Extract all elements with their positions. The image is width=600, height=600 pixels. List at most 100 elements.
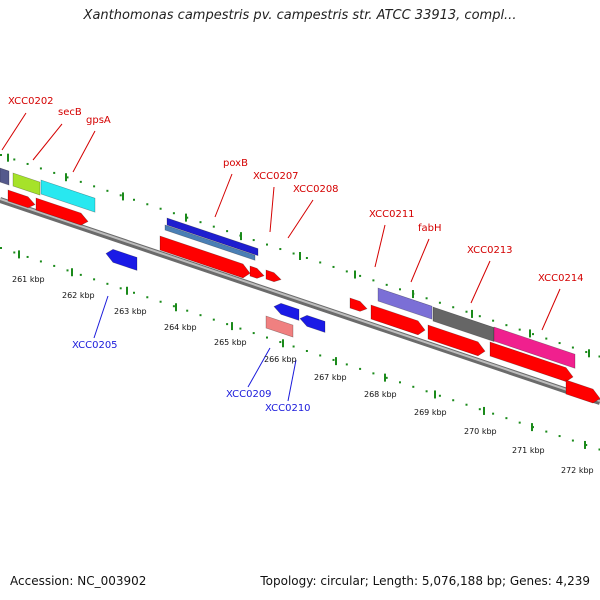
cds-arrow[interactable] — [35, 197, 89, 226]
gene-block-XCC0214[interactable] — [493, 326, 576, 369]
lower-ruler-dot — [93, 278, 96, 281]
cds-arrow[interactable] — [489, 341, 574, 382]
gene-label-XCC0211[interactable]: XCC0211 — [369, 209, 415, 220]
upper-ruler-dot — [518, 328, 521, 331]
upper-ruler-dot — [438, 301, 441, 304]
gene-label-XCC0205[interactable]: XCC0205 — [72, 340, 118, 351]
lower-ruler-dot — [186, 309, 189, 312]
cds-arrow[interactable] — [7, 189, 36, 209]
lower-ruler-dot — [39, 260, 42, 263]
lower-ruler-dot — [478, 408, 481, 411]
dotted-ruler-group — [0, 153, 600, 451]
gene-label-XCC0210[interactable]: XCC0210 — [265, 403, 311, 414]
reverse-gene-arrow[interactable] — [299, 315, 326, 333]
gene-label-poxB[interactable]: poxB — [223, 158, 248, 169]
cds-arrow[interactable] — [370, 304, 426, 336]
gene-label-XCC0202[interactable]: XCC0202 — [8, 96, 54, 107]
tick-label: 264 kbp — [164, 323, 197, 332]
upper-ruler-dot — [146, 203, 149, 206]
lower-ruler-dot — [438, 394, 441, 397]
lower-ruler-dot — [279, 341, 282, 344]
lower-ruler-dot — [558, 435, 561, 438]
reverse-gene-block-pink[interactable] — [265, 315, 294, 338]
cds-arrow[interactable] — [349, 297, 368, 312]
gene-block-XCC0213[interactable] — [432, 306, 495, 342]
lower-ruler-dot — [226, 323, 229, 326]
label-leader-line — [374, 224, 386, 268]
cds-arrow[interactable] — [427, 324, 486, 357]
upper-ruler-dot — [598, 355, 600, 358]
tick-label: 270 kbp — [464, 427, 497, 436]
upper-ruler-dot — [399, 288, 401, 291]
lower-ruler-dot — [172, 305, 175, 308]
tick-label: 261 kbp — [12, 275, 45, 284]
upper-ruler-dot — [106, 189, 109, 192]
gene-block-fabH[interactable] — [377, 287, 433, 320]
upper-ruler-dot — [465, 310, 468, 313]
tick-label: 271 kbp — [512, 446, 545, 455]
tick-labels-group: 261 kbp 262 kbp 263 kbp 264 kbp 265 kbp 266 k… — [12, 275, 594, 475]
upper-ruler-dot — [492, 319, 495, 322]
upper-ruler-dot — [452, 306, 455, 309]
lower-ruler-dot — [252, 332, 255, 335]
lower-ruler-dot — [598, 448, 600, 451]
lower-ruler-dot — [319, 354, 322, 357]
lower-ruler-dot — [412, 385, 415, 388]
lower-ruler-dot — [385, 376, 388, 379]
gene-block-secB[interactable] — [12, 172, 41, 196]
tick-label: 269 kbp — [414, 408, 447, 417]
label-lines-group — [1, 112, 561, 402]
lower-ruler-dot — [106, 282, 109, 285]
upper-ruler-dot — [345, 270, 348, 273]
lower-ruler-dot — [518, 421, 521, 424]
label-leader-line — [72, 130, 96, 173]
gene-label-fabH[interactable]: fabH — [418, 223, 442, 234]
tick-label: 265 kbp — [214, 338, 247, 347]
upper-ruler-dot — [558, 342, 561, 345]
upper-ruler-dot — [186, 216, 189, 219]
accession-text: Accession: NC_003902 — [10, 574, 147, 588]
upper-ruler-dot — [359, 274, 362, 277]
gene-label-XCC0207[interactable]: XCC0207 — [253, 171, 299, 182]
gene-label-XCC0214[interactable]: XCC0214 — [538, 273, 584, 284]
cds-arrow[interactable] — [249, 265, 265, 279]
upper-ruler-dot — [252, 239, 255, 242]
gene-label-gpsA[interactable]: gpsA — [86, 115, 111, 126]
cds-arrow[interactable] — [159, 235, 251, 279]
label-leader-line — [93, 295, 109, 339]
upper-ruler-dot — [93, 185, 96, 188]
upper-ruler-dot — [532, 333, 534, 336]
backbone-group — [0, 197, 600, 405]
gene-labels-group[interactable]: XCC0202 secB gpsA poxB XCC0207 XCC0208 XCC0211… — [8, 96, 584, 414]
tick-label: 263 kbp — [114, 307, 147, 316]
lower-ruler-dot — [146, 296, 149, 299]
reverse-gene-arrow[interactable] — [105, 249, 138, 271]
upper-ruler-dot — [53, 171, 56, 174]
cds-arrow[interactable] — [565, 379, 600, 404]
gene-block-poxB-sub[interactable] — [164, 224, 256, 261]
label-leader-line — [32, 123, 63, 161]
gene-block-gpsA[interactable] — [40, 179, 96, 213]
upper-ruler-dot — [292, 252, 295, 255]
label-leader-line — [410, 238, 430, 283]
label-leader-line — [287, 359, 297, 402]
page-title: Xanthomonas campestris pv. campestris st… — [83, 8, 517, 23]
gene-label-secB[interactable]: secB — [58, 107, 82, 118]
gene-block-poxB[interactable] — [166, 217, 259, 257]
gene-label-XCC0213[interactable]: XCC0213 — [467, 245, 513, 256]
tick-label: 272 kbp — [561, 466, 594, 475]
label-leader-line — [214, 173, 233, 218]
tick-label: 268 kbp — [364, 390, 397, 399]
gene-label-XCC0209[interactable]: XCC0209 — [226, 389, 272, 400]
lower-ruler-dot — [571, 439, 574, 442]
cds-arrow[interactable] — [265, 269, 282, 283]
upper-ruler-dot — [0, 154, 2, 156]
gene-block-purple[interactable] — [0, 167, 10, 186]
features-group[interactable] — [0, 167, 600, 404]
reverse-gene-arrow[interactable] — [273, 303, 300, 321]
gene-label-XCC0208[interactable]: XCC0208 — [293, 184, 339, 195]
upper-ruler-dot — [305, 256, 308, 259]
label-leader-line — [1, 112, 27, 151]
upper-ruler-dot — [172, 212, 175, 215]
